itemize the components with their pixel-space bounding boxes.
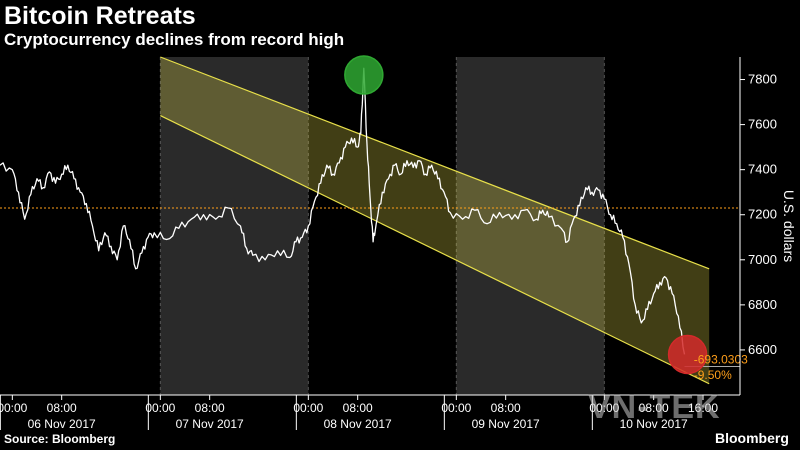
x-tick-label-7: 08:00	[491, 401, 521, 415]
y-tick-label-3: 7200	[748, 207, 777, 222]
y-tick-label-5: 7600	[748, 117, 777, 132]
source-note: Source: Bloomberg	[4, 432, 116, 446]
chart-title: Bitcoin Retreats	[4, 2, 196, 30]
watermark-text: VN-TEK	[588, 388, 721, 426]
trend-channel-lower	[160, 115, 710, 385]
y-axis-label: U.S. dollars	[781, 190, 797, 262]
x-date-label-4: 10 Nov 2017	[620, 417, 688, 431]
shaded-day-1	[456, 57, 605, 395]
brand-logo-text: Bloomberg	[715, 430, 789, 446]
price-series-line-0	[0, 67, 686, 355]
y-tick-label-0: 6600	[748, 342, 777, 357]
highlight-circle-0	[344, 55, 384, 95]
highlight-circle-1	[667, 334, 708, 375]
x-date-label-2: 08 Nov 2017	[324, 417, 392, 431]
x-tick-label-2: 00:00	[145, 401, 175, 415]
x-tick-label-0: 00:00	[0, 401, 28, 415]
x-tick-label-1: 08:00	[47, 401, 77, 415]
y-tick-label-4: 7400	[748, 162, 777, 177]
x-tick-label-10: 16:00	[688, 401, 718, 415]
x-tick-label-5: 08:00	[343, 401, 373, 415]
x-tick-label-9: 08:00	[639, 401, 669, 415]
trend-channel-fill	[160, 57, 710, 384]
x-date-label-1: 07 Nov 2017	[176, 417, 244, 431]
x-tick-label-4: 00:00	[293, 401, 323, 415]
x-tick-label-3: 08:00	[195, 401, 225, 415]
x-date-label-3: 09 Nov 2017	[472, 417, 540, 431]
y-tick-label-1: 6800	[748, 297, 777, 312]
x-tick-label-6: 00:00	[441, 401, 471, 415]
change-annotation-1: -9.50%	[694, 368, 732, 382]
x-date-label-0: 06 Nov 2017	[28, 417, 96, 431]
y-tick-label-6: 7800	[748, 72, 777, 87]
change-annotation-0: -693.0303	[694, 352, 748, 366]
trend-channel-upper	[160, 56, 710, 270]
chart-subtitle: Cryptocurrency declines from record high	[4, 30, 345, 49]
y-tick-label-2: 7000	[748, 252, 777, 267]
x-tick-label-8: 00:00	[589, 401, 619, 415]
